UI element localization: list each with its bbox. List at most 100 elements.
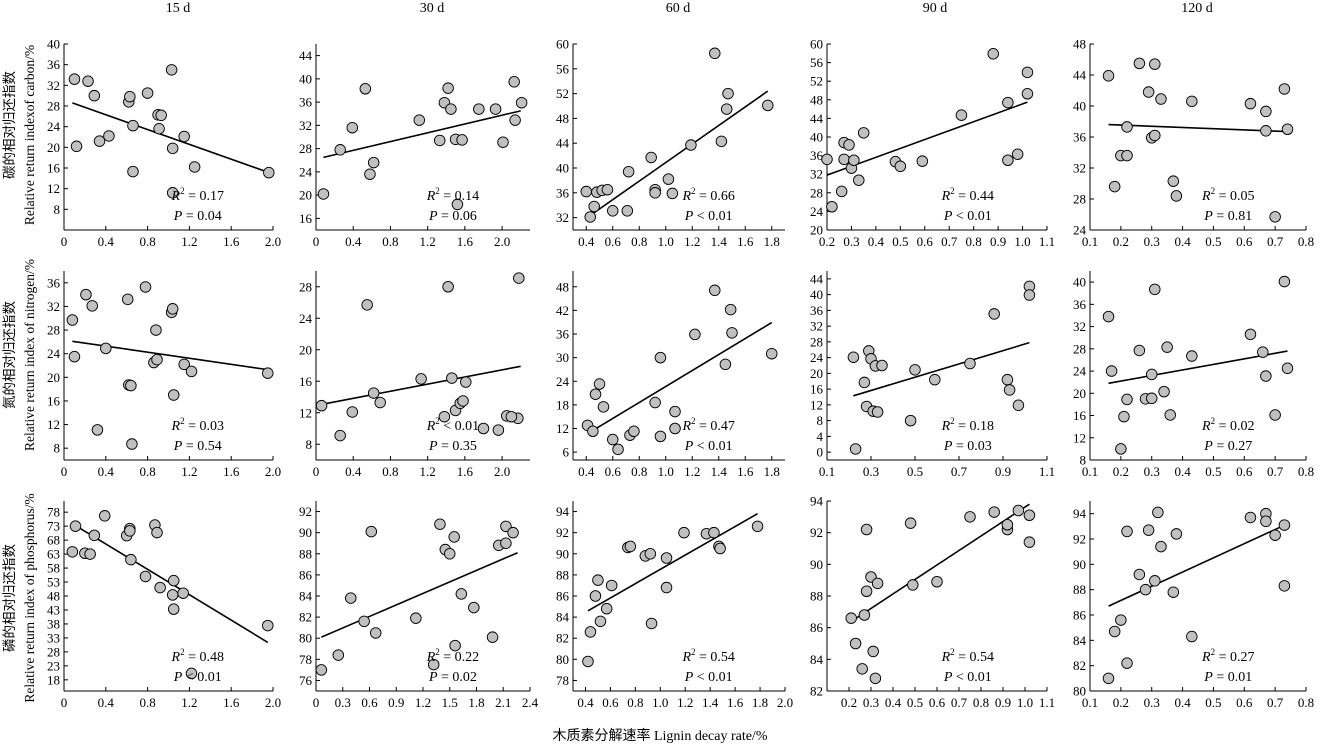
data-point xyxy=(497,136,509,148)
x-tick-label: 0.6 xyxy=(602,695,619,710)
data-point xyxy=(127,119,139,132)
p-value-label: P < 0.01 xyxy=(684,209,733,224)
y-tick-label: 63 xyxy=(47,547,60,562)
x-tick-label: 0.8 xyxy=(631,464,647,479)
data-point xyxy=(1149,575,1161,587)
y-tick-label: 40 xyxy=(299,71,312,86)
x-tick-label: 0.9 xyxy=(995,695,1011,710)
x-tick-label: 0.4 xyxy=(578,464,595,479)
y-tick-label: 16 xyxy=(1073,408,1087,423)
x-tick-label: 1.2 xyxy=(677,695,693,710)
data-point xyxy=(821,153,833,166)
r-squared-label: R2 = 0.54 xyxy=(941,647,994,665)
y-tick-label: 36 xyxy=(810,303,824,318)
data-point xyxy=(492,424,505,436)
data-point xyxy=(904,517,917,529)
y-tick-label: 44 xyxy=(299,48,313,63)
y-tick-label: 20 xyxy=(810,223,823,238)
x-tick-label: 0.8 xyxy=(1298,234,1314,249)
x-tick-label: 0.8 xyxy=(631,234,647,249)
data-point xyxy=(584,211,596,223)
data-point xyxy=(451,198,464,211)
y-axis-label-cn: 氮的相对归还指数 xyxy=(1,301,17,409)
data-point xyxy=(448,531,460,543)
x-tick-label: 0.7 xyxy=(951,464,968,479)
x-tick-label: 0.4 xyxy=(1174,695,1191,710)
x-tick-label: 0.3 xyxy=(843,234,859,249)
data-point xyxy=(607,433,619,446)
y-tick-label: 20 xyxy=(299,188,312,203)
scatter-panel: 16 20 24 28 32 36 40 44 0 0.4 0.8 1.2 1.6 2.0 R2 = 0.1… xyxy=(299,44,530,249)
y-tick-label: 40 xyxy=(1073,99,1086,114)
data-point xyxy=(858,609,871,621)
r-squared-label: R2 = 0.03 xyxy=(171,416,224,434)
x-tick-label: 1.1 xyxy=(1039,234,1055,249)
y-tick-label: 80 xyxy=(1073,684,1086,699)
x-tick-label: 0.7 xyxy=(941,234,958,249)
data-point xyxy=(1023,509,1036,522)
data-point xyxy=(442,281,454,293)
trend-line xyxy=(853,341,1030,397)
x-axis-label: 木质素分解速率 Lignin decay rate/% xyxy=(552,727,767,744)
x-tick-label: 1.2 xyxy=(684,464,700,479)
data-point xyxy=(434,518,446,530)
data-point xyxy=(185,667,198,680)
data-point xyxy=(622,165,635,178)
data-point xyxy=(719,358,732,371)
x-tick-label: 0.5 xyxy=(1205,695,1221,710)
data-point xyxy=(612,443,624,456)
data-point xyxy=(88,89,101,102)
data-point xyxy=(1023,536,1036,548)
y-tick-label: 92 xyxy=(1073,532,1086,547)
data-point xyxy=(1149,283,1161,296)
data-point xyxy=(1108,180,1121,193)
r-squared-label: R2 = 0.44 xyxy=(941,186,994,204)
data-point xyxy=(1012,504,1025,517)
x-tick-label: 2.0 xyxy=(265,234,281,249)
scatter-panel: 8 12 16 20 24 28 32 36 40 0 0.4 0.8 1.2 1.6 2.0 R2 = 0.… xyxy=(47,37,281,250)
data-point xyxy=(1260,370,1272,382)
data-point xyxy=(413,114,426,126)
data-point xyxy=(99,510,111,522)
data-point xyxy=(1186,350,1198,362)
data-point xyxy=(847,351,860,363)
data-point xyxy=(876,359,888,372)
x-tick-label: 2.0 xyxy=(494,234,510,249)
data-point xyxy=(438,410,451,423)
data-point xyxy=(714,542,726,555)
data-point xyxy=(722,87,734,100)
x-tick-label: 0 xyxy=(61,695,68,710)
data-point xyxy=(857,127,870,139)
y-tick-label: 44 xyxy=(810,271,824,286)
y-tick-label: 36 xyxy=(810,148,824,163)
y-tick-label: 94 xyxy=(810,494,824,509)
y-tick-label: 43 xyxy=(47,602,60,617)
data-point xyxy=(486,631,499,643)
data-point xyxy=(334,144,346,156)
data-point xyxy=(594,615,607,628)
y-tick-label: 12 xyxy=(556,421,569,436)
data-point xyxy=(838,153,850,166)
y-tick-label: 24 xyxy=(1073,223,1087,238)
x-tick-label: 2.0 xyxy=(494,464,510,479)
x-tick-label: 0.1 xyxy=(819,464,835,479)
y-tick-label: 68 xyxy=(47,533,60,548)
y-tick-label: 40 xyxy=(556,161,569,176)
data-point xyxy=(177,587,189,599)
data-point xyxy=(987,48,999,60)
x-tick-label: 1.8 xyxy=(764,464,780,479)
scatter-panel: 82 84 86 88 90 92 94 0.2 0.3 0.4 0.5 0.6 0.7 0.8 0.9 1.… xyxy=(810,494,1055,711)
y-tick-label: 8 xyxy=(306,437,313,452)
y-tick-label: 28 xyxy=(810,185,823,200)
data-point xyxy=(427,658,440,671)
x-tick-label: 0.5 xyxy=(892,234,908,249)
y-axis-label-en: Relative return indexof carbon/% xyxy=(22,45,37,225)
data-point xyxy=(1155,93,1167,105)
data-point xyxy=(988,308,1000,320)
x-tick-label: 0.3 xyxy=(863,695,879,710)
x-tick-label: 1.6 xyxy=(223,695,240,710)
column-title: 15 d xyxy=(166,1,191,16)
y-tick-label: 16 xyxy=(47,161,61,176)
data-point xyxy=(1121,149,1133,162)
